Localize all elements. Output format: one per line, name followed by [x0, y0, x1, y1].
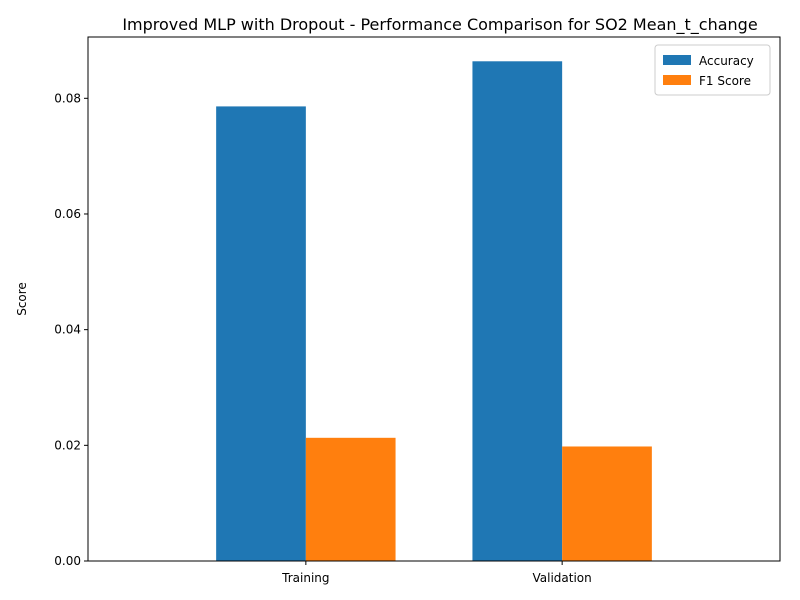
y-tick-label: 0.06	[54, 207, 81, 221]
y-tick-label: 0.02	[54, 438, 81, 452]
y-axis-label: Score	[15, 282, 29, 316]
bars-group	[216, 61, 652, 562]
chart-title: Improved MLP with Dropout - Performance …	[122, 15, 757, 35]
legend-label: F1 Score	[699, 74, 751, 88]
plot-frame	[87, 36, 781, 562]
legend: Accuracy F1 Score	[654, 44, 771, 96]
legend-label: Accuracy	[699, 54, 754, 68]
x-tick-label: Training	[281, 571, 329, 585]
bar-f1-score-validation	[562, 446, 652, 561]
x-axis: Training Validation	[281, 561, 592, 585]
y-tick-label: 0.00	[54, 554, 81, 568]
y-axis: 0.00 0.02 0.04 0.06 0.08	[54, 91, 88, 568]
bar-accuracy-training	[216, 106, 306, 561]
legend-swatch	[663, 75, 691, 85]
bar-accuracy-validation	[472, 61, 563, 562]
bar-f1-score-training	[305, 437, 396, 561]
y-tick-label: 0.08	[54, 91, 81, 105]
y-tick-label: 0.04	[54, 323, 81, 337]
x-tick-label: Validation	[533, 571, 592, 585]
legend-swatch	[663, 55, 691, 65]
